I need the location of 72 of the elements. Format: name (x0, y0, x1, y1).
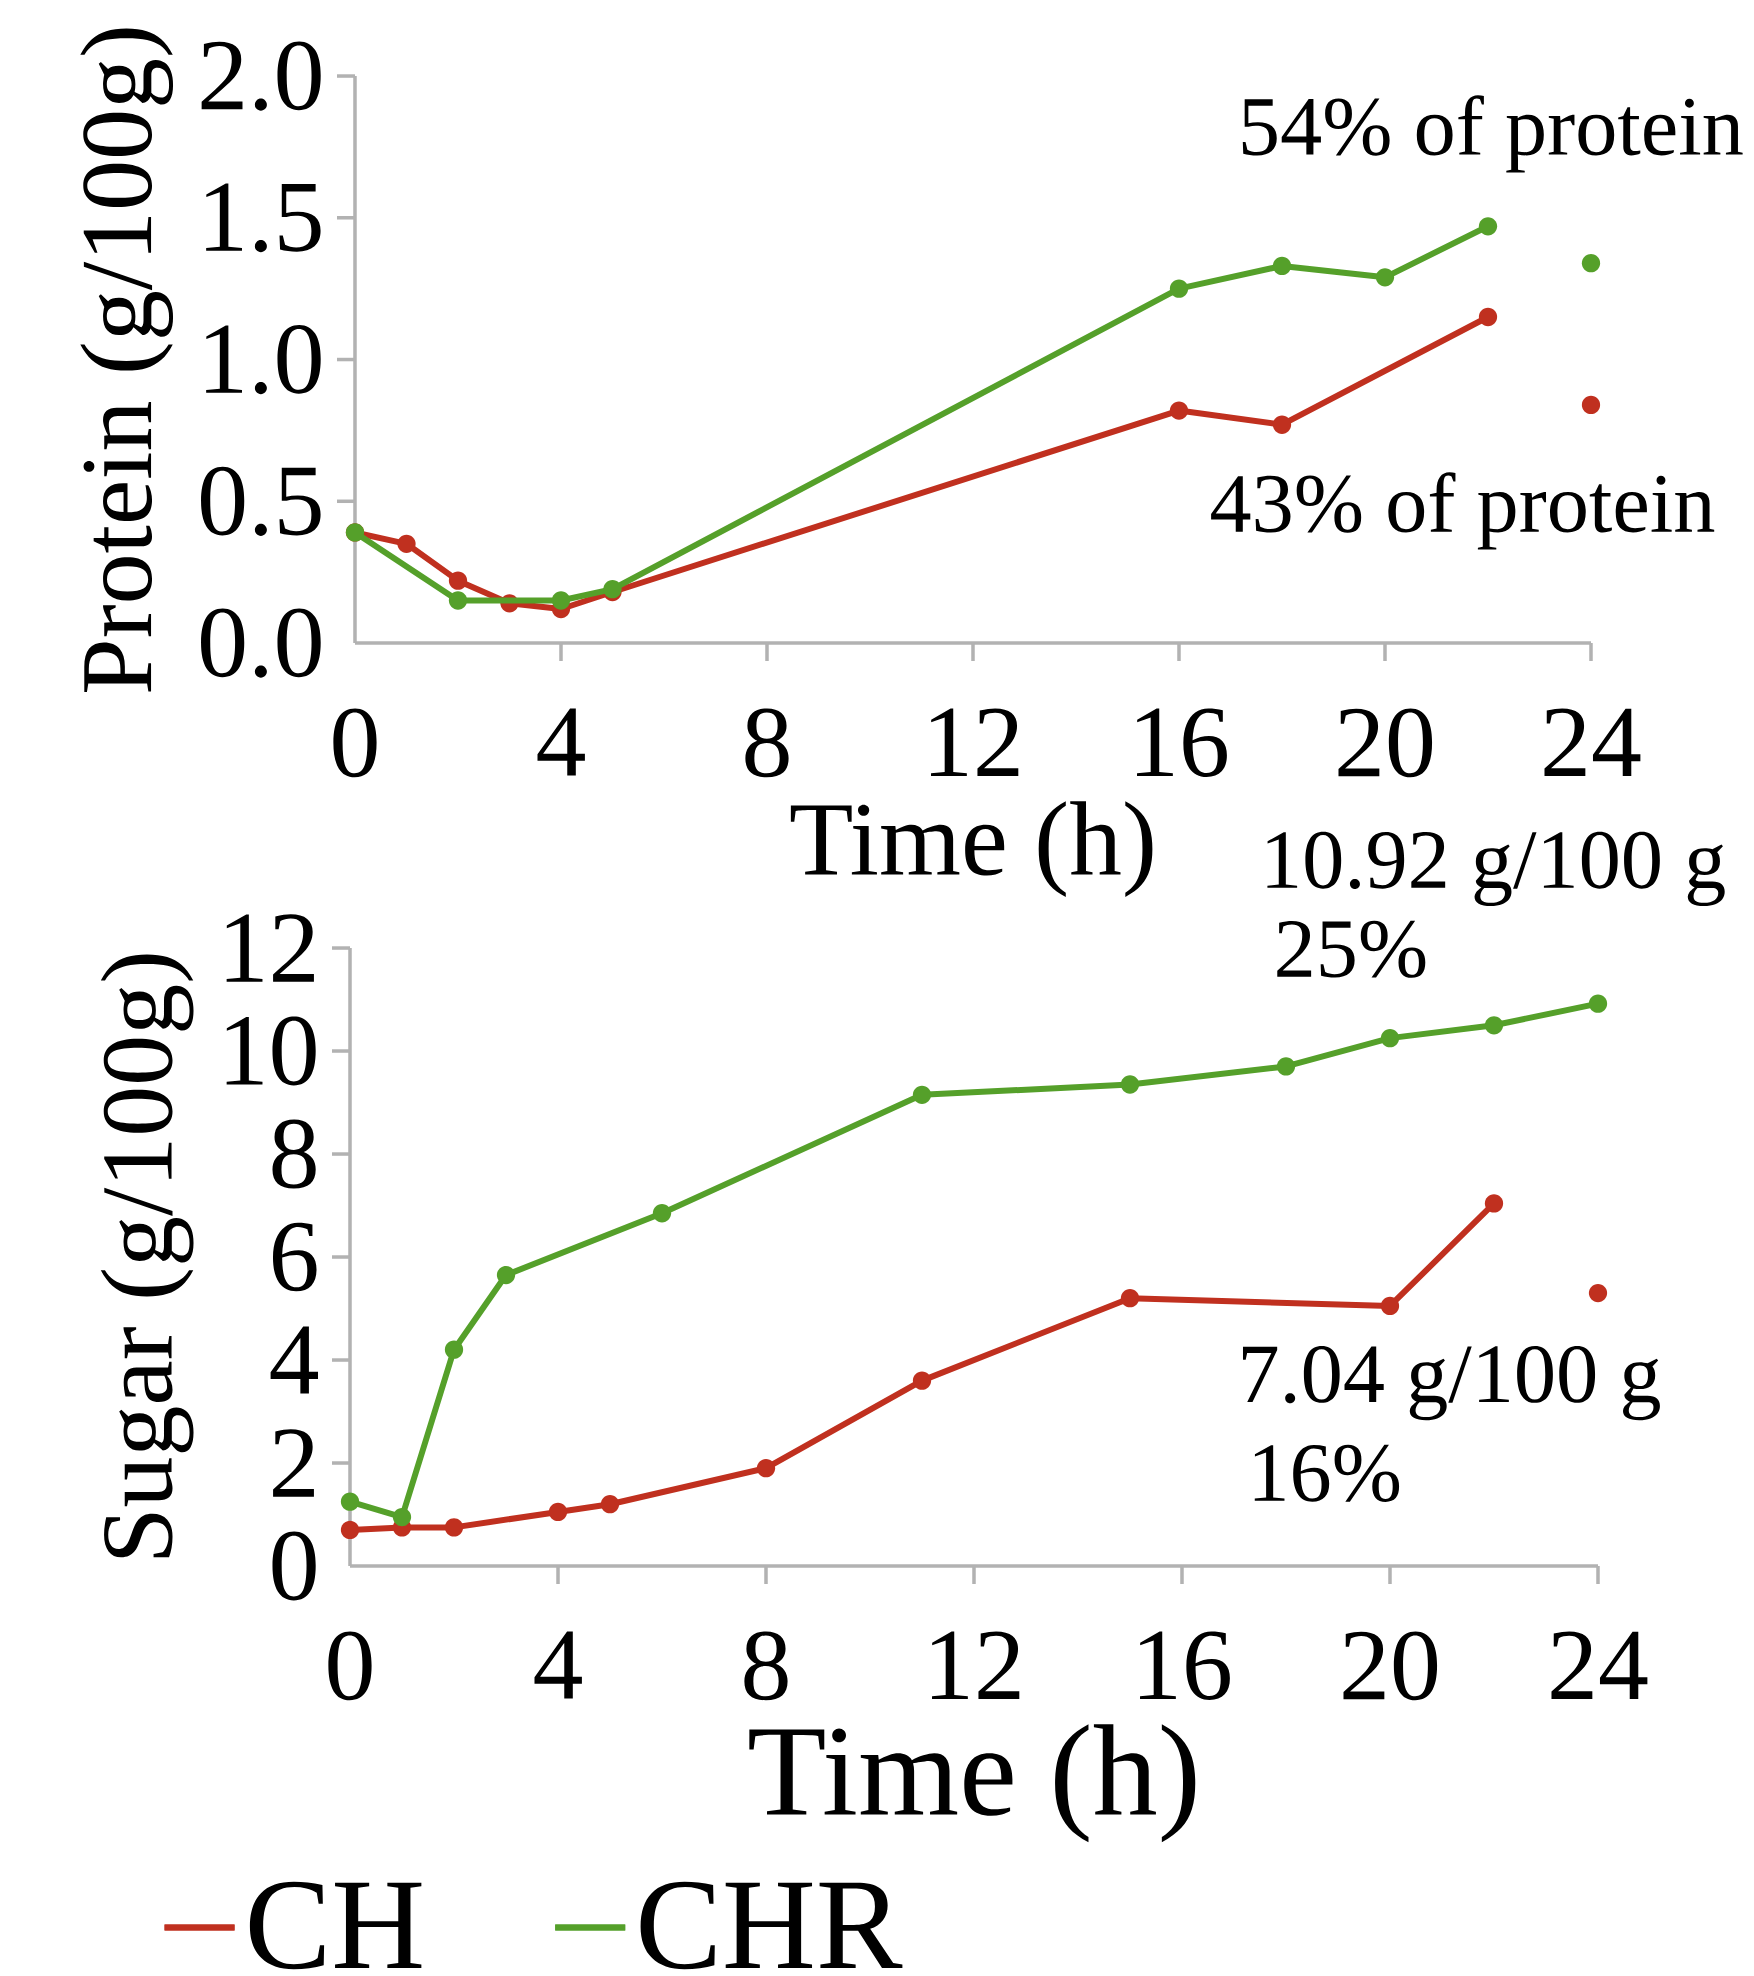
point (1581, 395, 1601, 415)
point (1484, 1194, 1504, 1213)
x-tick-label: 4 (537, 708, 585, 776)
annotation: 16% (1254, 1444, 1400, 1502)
point (1120, 1075, 1140, 1094)
annotation: 25% (1277, 920, 1426, 978)
x-axis-title: Time (h) (749, 1724, 1196, 1843)
y-tick-label: 2.0 (201, 41, 321, 111)
x-tick-label: 20 (1343, 1631, 1438, 1701)
y-tick-label: 4 (270, 1326, 319, 1394)
point (551, 591, 571, 610)
point (1478, 307, 1498, 327)
x-tick-label: 24 (1551, 1631, 1648, 1699)
y-tick-label: 2 (273, 1429, 314, 1497)
x-tick-label: 16 (1137, 708, 1227, 777)
y-tick-label: 12 (226, 914, 314, 982)
legend-label: CH (249, 1881, 422, 1970)
y-tick-label: 8 (272, 1119, 316, 1189)
y-axis-title: Sugar (g/100g) (100, 954, 194, 1558)
point (600, 1495, 620, 1514)
y-axis-title: Protein (g/100g) (80, 28, 174, 693)
y-tick-label: 0.0 (201, 608, 321, 678)
x-tick-label: 4 (534, 1631, 582, 1699)
point (1581, 254, 1601, 273)
point (1484, 1016, 1504, 1035)
point (1478, 217, 1498, 236)
point (912, 1371, 932, 1390)
point (1169, 401, 1189, 420)
x-tick-label: 8 (744, 1631, 788, 1701)
point (912, 1085, 932, 1104)
y-tick-label: 0.5 (201, 466, 321, 536)
point (1380, 1029, 1400, 1048)
y-tick-label: 10 (226, 1016, 316, 1086)
point (1272, 415, 1292, 434)
x-tick-label: 0 (328, 1631, 372, 1701)
point (340, 1492, 360, 1511)
y-tick-label: 1.0 (206, 324, 321, 395)
annotation: 54% of protein (1242, 95, 1743, 173)
point (1276, 1057, 1296, 1076)
point (496, 1265, 516, 1285)
point (652, 1204, 672, 1223)
point (1169, 279, 1189, 298)
point (448, 591, 468, 610)
point (1272, 256, 1292, 276)
point (756, 1459, 776, 1478)
x-tick-label: 16 (1140, 1631, 1230, 1700)
text: 10.92 g/100 g (1267, 831, 1725, 907)
x-tick-label: 12 (931, 708, 1019, 776)
point (1375, 268, 1395, 287)
y-tick-label: 6 (272, 1222, 317, 1292)
point (1588, 994, 1608, 1013)
point (340, 1520, 360, 1540)
x-tick-label: 20 (1338, 708, 1433, 778)
x-tick-label: 12 (932, 1631, 1020, 1699)
point (397, 534, 416, 553)
point (392, 1507, 412, 1527)
x-tick-label: 24 (1544, 708, 1641, 776)
point (1588, 1283, 1608, 1303)
y-tick-label: 0 (272, 1531, 316, 1601)
legend-label: CHR (640, 1881, 903, 1970)
point (1120, 1289, 1140, 1308)
point (1380, 1296, 1400, 1316)
annotation: 7.04 g/100 g (1242, 1345, 1660, 1421)
x-tick-label: 0 (333, 708, 377, 778)
x-axis-title: Time (h) (790, 801, 1153, 897)
point (444, 1518, 464, 1537)
annotation: 43% of protein (1211, 472, 1715, 550)
x-tick-label: 8 (745, 708, 789, 778)
y-tick-label: 1.5 (206, 183, 321, 253)
point (444, 1340, 464, 1359)
point (548, 1502, 568, 1522)
point (448, 571, 468, 590)
